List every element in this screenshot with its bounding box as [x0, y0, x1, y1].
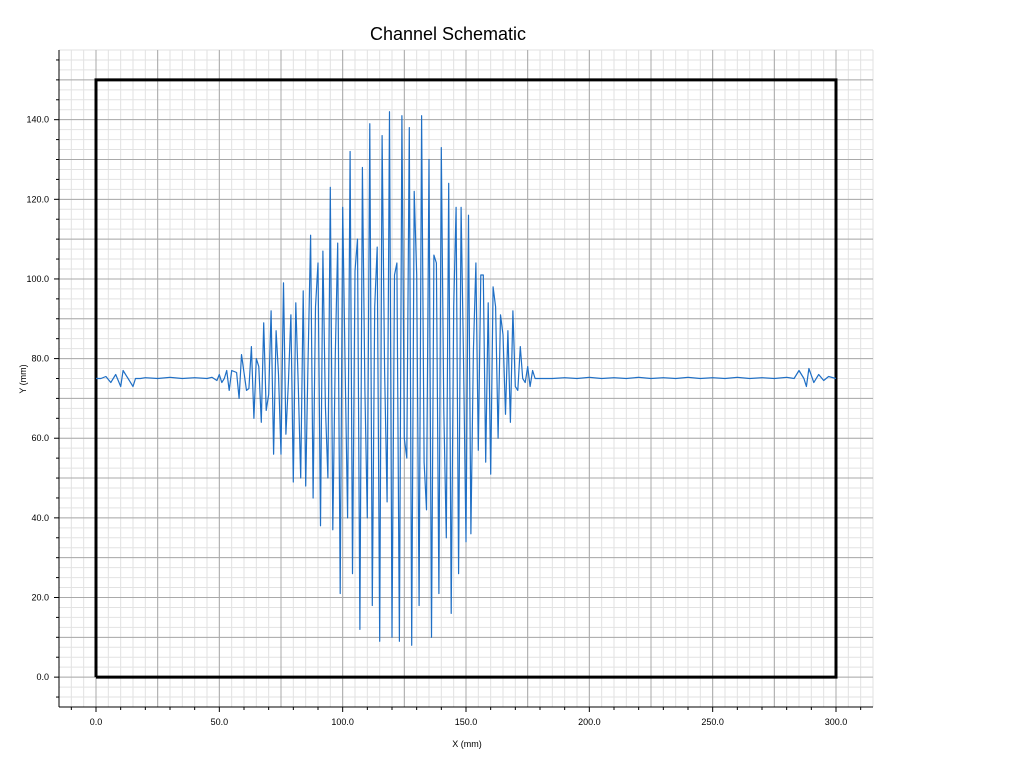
series-line-0	[96, 111, 837, 646]
chart-title: Channel Schematic	[370, 24, 526, 44]
y-tick-label: 140.0	[26, 115, 49, 125]
y-tick-label: 40.0	[31, 513, 49, 523]
x-tick-label: 0.0	[90, 717, 103, 727]
x-axis-title: X (mm)	[452, 739, 482, 749]
y-tick-label: 120.0	[26, 194, 49, 204]
y-axis-title: Y (mm)	[18, 364, 28, 393]
x-tick-label: 300.0	[825, 717, 848, 727]
y-tick-label: 0.0	[36, 672, 49, 682]
x-tick-label: 100.0	[331, 717, 354, 727]
x-tick-label: 200.0	[578, 717, 601, 727]
x-tick-label: 150.0	[455, 717, 478, 727]
plot-area	[94, 78, 838, 679]
x-tick-label: 250.0	[701, 717, 724, 727]
y-tick-label: 60.0	[31, 433, 49, 443]
y-tick-label: 20.0	[31, 593, 49, 603]
x-axis-ticks: 0.0 50.0 100.0 150.0 200.0 250.0 300.0	[70, 707, 862, 727]
y-tick-label: 80.0	[31, 354, 49, 364]
y-tick-label: 100.0	[26, 274, 49, 284]
y-axis-ticks: 0.0 20.0 40.0 60.0 80.0 100.0 120.0 140.0	[26, 59, 59, 698]
x-tick-label: 50.0	[211, 717, 229, 727]
channel-boundary	[94, 78, 838, 679]
